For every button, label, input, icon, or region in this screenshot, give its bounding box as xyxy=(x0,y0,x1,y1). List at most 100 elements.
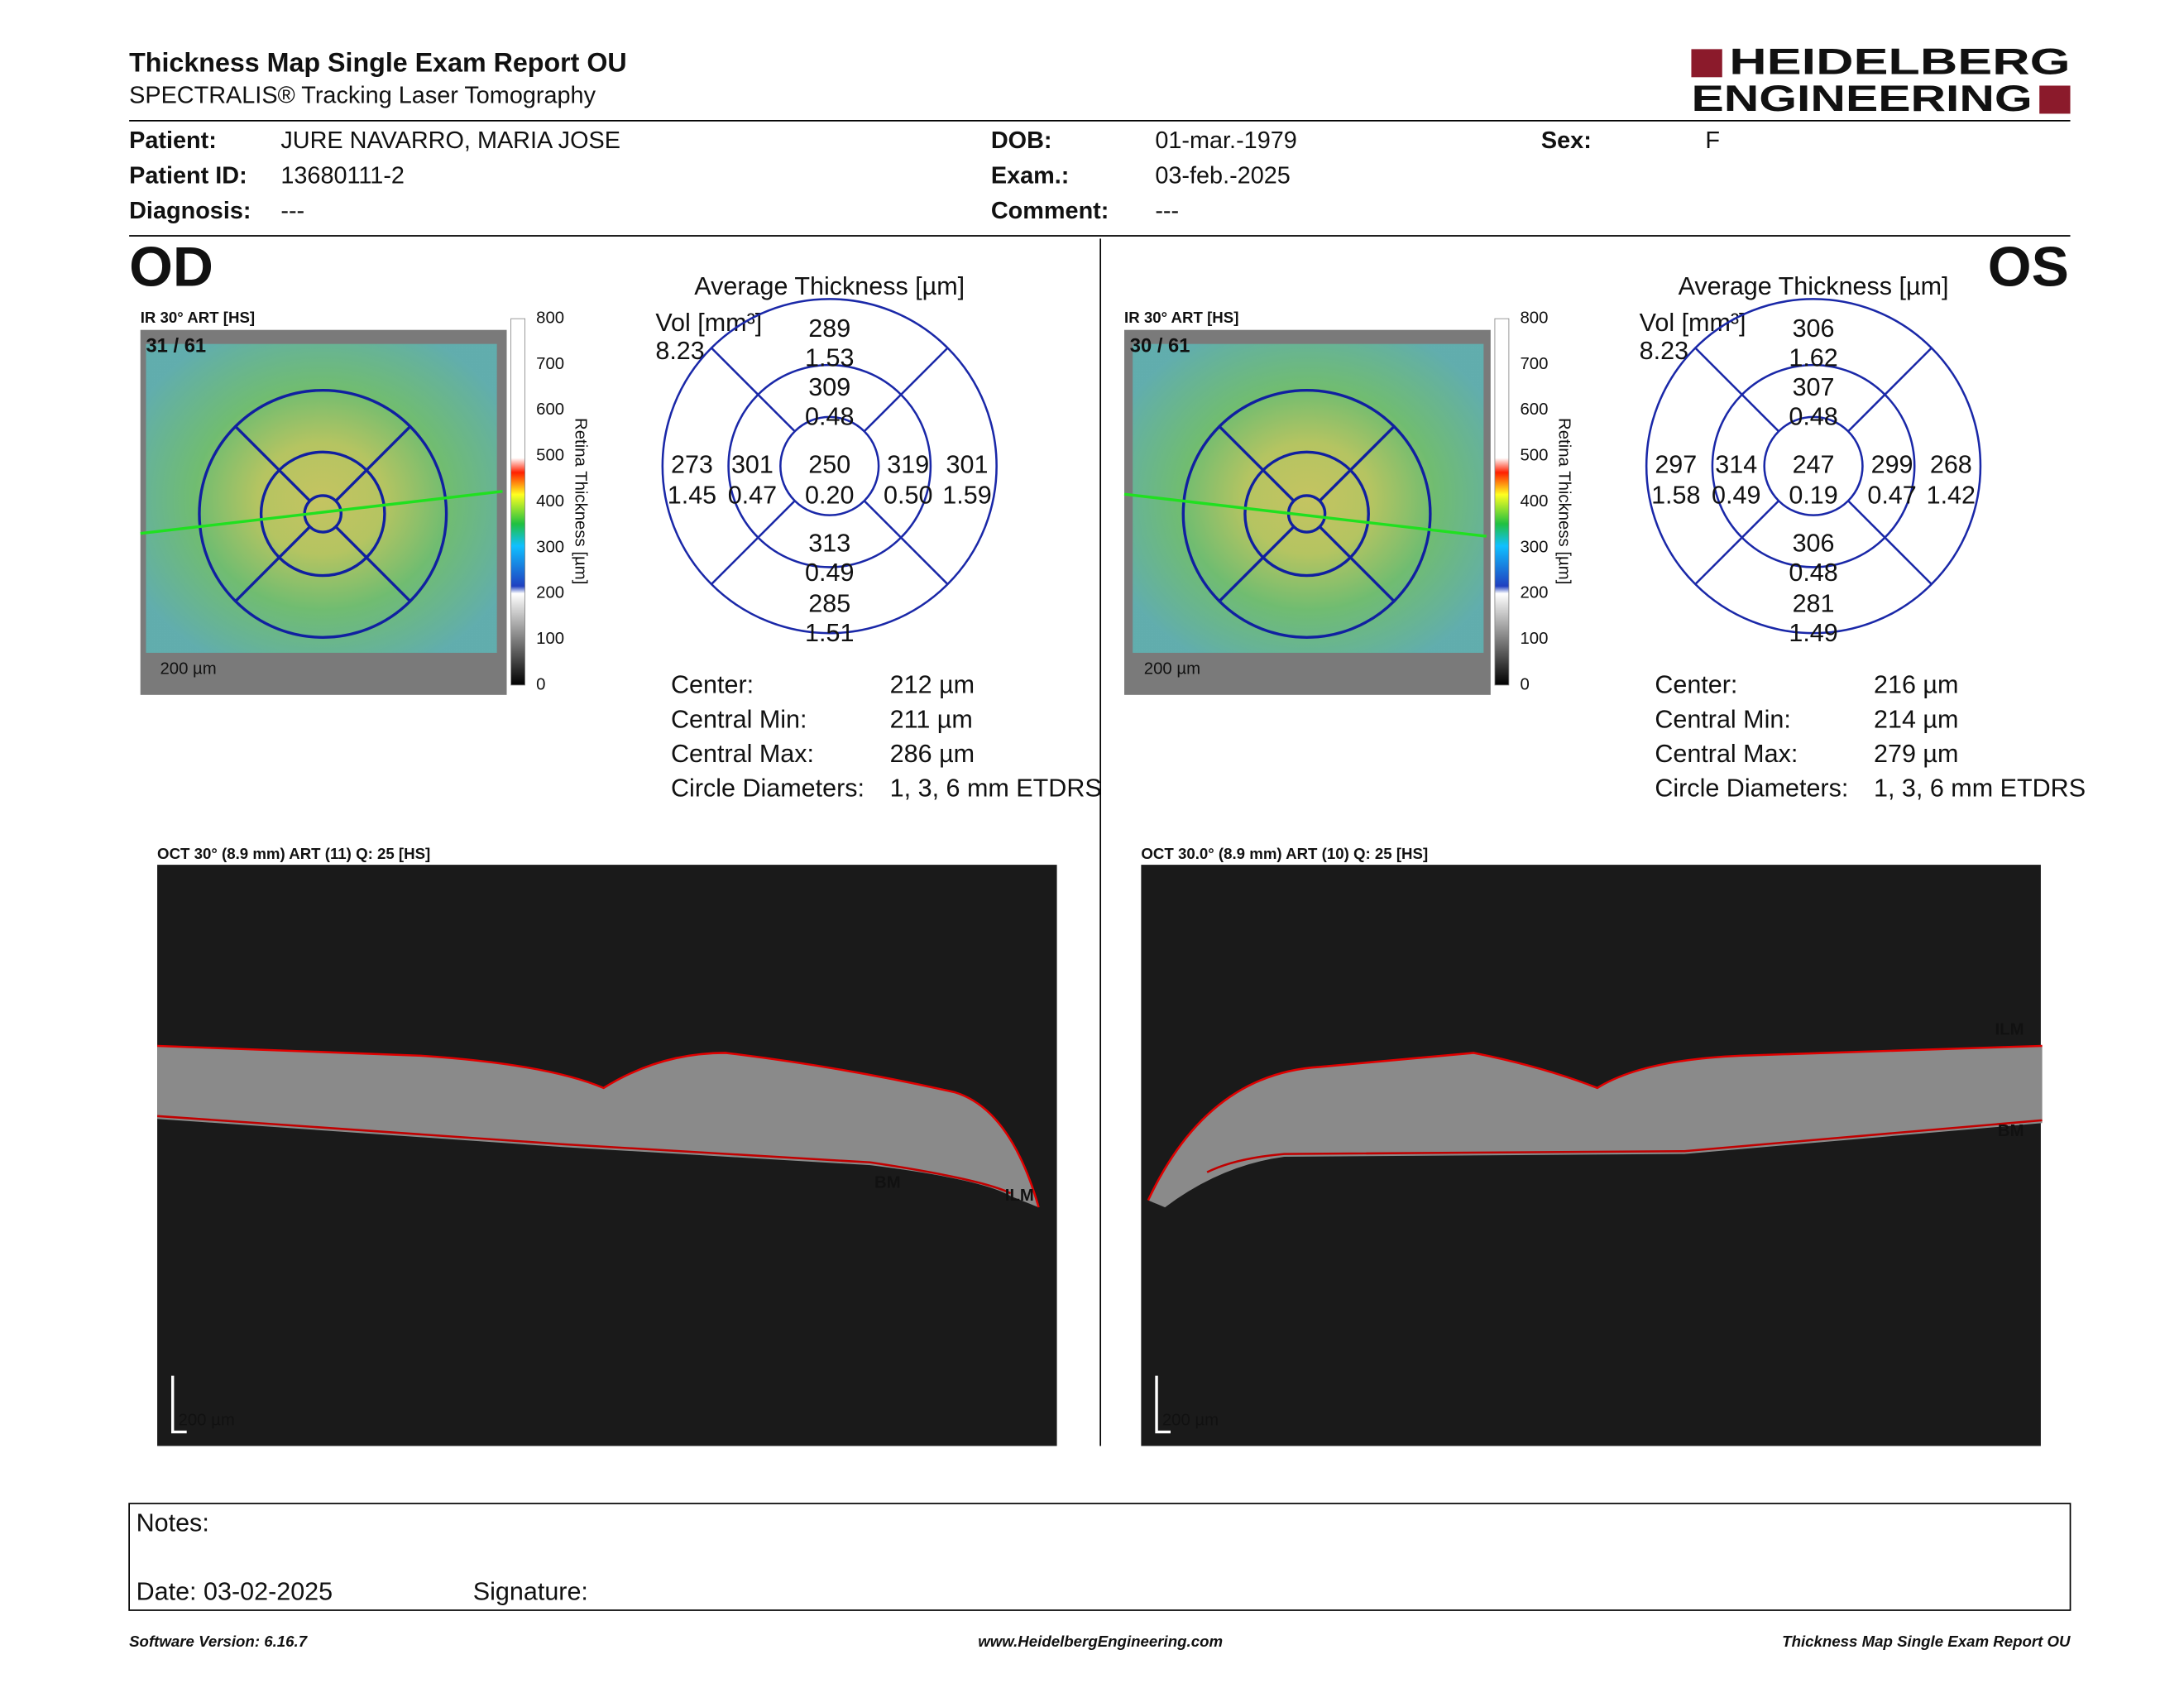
colorbar-tick: 300 xyxy=(536,538,564,556)
etdrs-spoke xyxy=(1219,525,1296,602)
logo-mark xyxy=(1691,49,1722,78)
colorbar-tick: 200 xyxy=(536,584,564,602)
grid-spoke xyxy=(863,347,949,433)
sector-volume: 0.47 xyxy=(1867,482,1916,510)
etdrs-spoke xyxy=(1219,425,1296,502)
sector-thickness: 268 xyxy=(1930,450,1972,478)
bm-label: BM xyxy=(1998,1122,2024,1140)
scale-bar-label: 200 µm xyxy=(160,660,216,679)
report-title: Thickness Map Single Exam Report OU xyxy=(129,48,627,78)
sector-thickness: 301 xyxy=(946,450,989,478)
field-label: DOB: xyxy=(991,127,1052,154)
stat-label: Center: xyxy=(671,671,754,699)
field-label: Diagnosis: xyxy=(129,198,251,224)
sector-thickness: 313 xyxy=(808,529,850,557)
colorbar xyxy=(1494,318,1510,686)
field-label: Patient: xyxy=(129,127,217,154)
eye-panel: OS IR 30° ART [HS] 30 / 61 200 µm 800 700 600 5… xyxy=(1123,236,2086,1446)
field-value: 01-mar.-1979 xyxy=(1155,127,1296,154)
vol-total: 8.23 xyxy=(1640,337,1688,365)
field-label: Sex: xyxy=(1541,127,1592,154)
oct-title: OCT 30° (8.9 mm) ART (11) Q: 25 [HS] xyxy=(157,845,430,862)
sector-volume: 1.42 xyxy=(1927,482,1976,510)
eye-label: OS xyxy=(1988,236,2069,298)
colorbar-tick: 800 xyxy=(536,309,564,328)
vol-label: Vol [mm³] xyxy=(1640,309,1746,337)
eye-panel: OD IR 30° ART [HS] 31 / 61 200 µm 800 700 600 5… xyxy=(129,236,1102,1446)
sector-volume: 0.48 xyxy=(1789,403,1837,431)
sector-thickness: 306 xyxy=(1793,529,1835,557)
colorbar xyxy=(510,318,525,686)
colorbar-tick: 700 xyxy=(1520,355,1548,373)
field-value: 13680111-2 xyxy=(280,162,405,189)
sector-volume: 1.58 xyxy=(1651,482,1700,510)
scale-bar-label: 200 µm xyxy=(1144,660,1200,679)
stat-label: Center: xyxy=(1655,671,1737,699)
bm-line xyxy=(1206,1119,2043,1173)
colorbar-tick: 500 xyxy=(1520,447,1548,465)
grid-ring xyxy=(779,415,880,516)
grid-spoke xyxy=(711,500,796,585)
sector-thickness: 319 xyxy=(887,450,929,478)
logo-mark xyxy=(2039,85,2071,114)
sector-thickness: 299 xyxy=(1871,450,1913,478)
oct-title: OCT 30.0° (8.9 mm) ART (10) Q: 25 [HS] xyxy=(1141,845,1428,862)
retina-band xyxy=(157,1045,1039,1208)
grid-spoke xyxy=(1694,500,1779,585)
stat-value: 1, 3, 6 mm ETDRS xyxy=(890,774,1102,802)
footer-center: www.HeidelbergEngineering.com xyxy=(978,1633,1223,1650)
etdrs-spoke xyxy=(234,425,312,502)
etdrs-spoke xyxy=(334,525,411,602)
scan-line xyxy=(1123,492,1487,538)
etdrs-ring xyxy=(1181,388,1432,639)
frame-counter: 30 / 61 xyxy=(1130,334,1190,357)
grid-ring xyxy=(1711,363,1916,568)
colorbar-tick: 600 xyxy=(536,400,564,419)
thickness-map xyxy=(1133,343,1484,653)
sector-volume: 0.49 xyxy=(805,559,854,587)
ilm-label: ILM xyxy=(1005,1187,1034,1205)
stat-label: Central Min: xyxy=(1655,705,1791,733)
field-label: Exam.: xyxy=(991,162,1070,189)
colorbar-tick: 500 xyxy=(536,447,564,465)
colorbar-tick: 300 xyxy=(1520,538,1548,556)
scan-line xyxy=(140,490,503,535)
sector-volume: 0.48 xyxy=(1789,559,1837,587)
footer-left: Software Version: 6.16.7 xyxy=(129,1633,309,1650)
vol-label: Vol [mm³] xyxy=(655,309,762,337)
etdrs-ring xyxy=(198,388,448,639)
colorbar-title: Retina Thickness [µm] xyxy=(1555,418,1573,584)
field-value: F xyxy=(1705,127,1720,154)
colorbar-tick: 200 xyxy=(1520,584,1548,602)
sector-volume: 0.20 xyxy=(805,482,854,510)
colorbar-tick: 600 xyxy=(1520,400,1548,419)
colorbar-tick: 100 xyxy=(536,630,564,648)
logo-text: ENGINEERING xyxy=(1691,79,2032,119)
sector-volume: 1.59 xyxy=(942,482,991,510)
sector-thickness: 297 xyxy=(1655,450,1697,478)
eye-label: OD xyxy=(129,236,213,298)
stat-label: Circle Diameters: xyxy=(1655,774,1848,802)
sector-thickness: 306 xyxy=(1793,314,1835,343)
etdrs-ring xyxy=(1243,450,1370,578)
sector-thickness: 309 xyxy=(808,373,850,401)
colorbar-tick: 700 xyxy=(536,355,564,373)
sector-volume: 0.49 xyxy=(1712,482,1760,510)
sector-volume: 0.50 xyxy=(884,482,932,510)
image-title: IR 30° ART [HS] xyxy=(1124,309,1238,326)
sector-thickness: 307 xyxy=(1793,373,1835,401)
sector-thickness: 301 xyxy=(731,450,774,478)
sector-thickness: 285 xyxy=(808,589,850,617)
notes-box xyxy=(128,1503,2071,1611)
field-value: 03-feb.-2025 xyxy=(1155,162,1290,189)
image-title: IR 30° ART [HS] xyxy=(141,309,255,326)
footer-right: Thickness Map Single Exam Report OU xyxy=(1782,1633,2071,1650)
bm-label: BM xyxy=(874,1174,901,1192)
ilm-line xyxy=(1147,1044,2043,1201)
sector-thickness: 314 xyxy=(1715,450,1757,478)
field-value: --- xyxy=(1155,198,1179,224)
sector-thickness: 247 xyxy=(1793,450,1835,478)
stat-value: 279 µm xyxy=(1874,740,1958,768)
field-value: JURE NAVARRO, MARIA JOSE xyxy=(280,127,620,154)
